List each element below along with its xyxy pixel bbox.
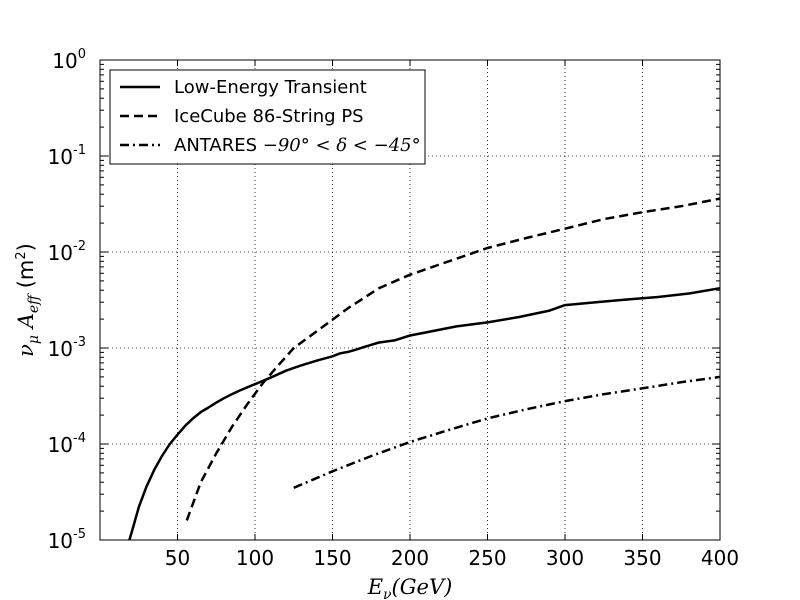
y-tick-exponent: -4 — [73, 431, 86, 446]
y-tick-base: 10 — [48, 337, 73, 361]
y-tick-label: 10-4 — [48, 431, 86, 457]
y-tick-label: 10-1 — [48, 143, 86, 169]
x-tick-label: 350 — [623, 546, 661, 570]
y-tick-exponent: -5 — [73, 527, 86, 542]
x-tick-label: 150 — [313, 546, 351, 570]
x-axis-label-rest: (GeV) — [392, 575, 453, 599]
y-tick-exponent: 0 — [78, 47, 86, 62]
x-axis-label: Eν(GeV) — [367, 575, 453, 600]
y-tick-base: 10 — [52, 49, 77, 73]
y-axis-label: νμ Aeff (m2) — [14, 243, 42, 357]
legend-label-antares-range: −90° < δ < −45° — [263, 135, 421, 156]
legend-label-antares-name: ANTARES — [174, 135, 257, 156]
y-tick-label: 10-3 — [48, 335, 86, 361]
x-tick-label: 200 — [391, 546, 429, 570]
series-layer — [128, 197, 721, 541]
y-tick-exponent: -3 — [73, 335, 86, 350]
y-axis-label-eff: eff — [26, 293, 42, 313]
x-tick-label: 400 — [701, 546, 739, 570]
y-tick-label: 10-2 — [48, 239, 86, 265]
y-axis-label-a: A — [14, 313, 38, 335]
x-axis-label-var: E — [367, 575, 383, 599]
y-tick-label: 10-5 — [48, 527, 86, 553]
x-tick-label: 250 — [468, 546, 506, 570]
y-tick-exponent: -2 — [73, 239, 86, 254]
y-tick-base: 10 — [48, 529, 73, 553]
y-axis-label-sq: 2 — [14, 251, 29, 259]
x-tick-label: 100 — [236, 546, 274, 570]
legend: Low-Energy Transient IceCube 86-String P… — [109, 69, 426, 165]
y-axis-label-text: νμ Aeff (m2) — [14, 243, 42, 357]
legend-label-icecube: IceCube 86-String PS — [174, 106, 364, 127]
series-line-1 — [185, 197, 721, 521]
x-axis-label-sub: ν — [383, 587, 392, 600]
x-tick-label: 300 — [546, 546, 584, 570]
y-axis-label-mu: μ — [26, 335, 42, 344]
y-axis-label-close: ) — [14, 243, 38, 251]
series-line-0 — [128, 286, 721, 541]
y-axis-label-unit: (m — [14, 260, 38, 295]
legend-label-low-energy: Low-Energy Transient — [174, 77, 367, 98]
y-tick-exponent: -1 — [73, 143, 86, 158]
x-tick-label: 50 — [165, 546, 190, 570]
y-tick-label: 100 — [52, 47, 86, 73]
y-tick-base: 10 — [48, 241, 73, 265]
series-line-2 — [293, 375, 721, 489]
ticks: 50 100 150 200 250 300 350 40010-510-410-310-21… — [48, 47, 740, 570]
y-tick-base: 10 — [48, 145, 73, 169]
y-tick-base: 10 — [48, 433, 73, 457]
legend-box — [109, 69, 426, 165]
y-axis-label-nu: ν — [14, 344, 38, 357]
legend-label-antares: ANTARES −90° < δ < −45° — [174, 135, 421, 156]
